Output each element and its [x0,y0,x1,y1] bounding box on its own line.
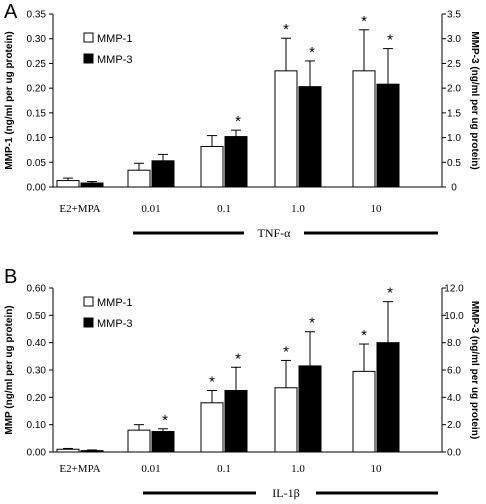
significance-asterisk: * [235,113,241,130]
significance-asterisk: * [209,374,215,391]
y-axis-label-right: MMP-3 (ng/ml per ug protein) [469,31,480,169]
legend-swatch [83,53,94,64]
y-tick-label-right: 0 [451,183,457,194]
panel-label: A [4,1,18,23]
y-axis-label-left: MMP-1 (ng/ml per ug protein) [4,31,15,169]
y-tick-label-left: 0.10 [27,133,47,144]
x-tick-label: E2+MPA [59,203,100,215]
legend-swatch [83,296,94,307]
y-tick-label-right: 10.0 [444,311,464,322]
significance-asterisk: * [309,315,315,332]
x-tick-label: 1.0 [291,463,305,475]
bar-mmp1 [56,448,80,453]
x-tick-label: 10 [371,463,383,475]
significance-asterisk: * [361,13,367,30]
bar-mmp1 [127,169,151,188]
y-tick-label-left: 0.00 [27,448,47,459]
y-tick-label-left: 0.05 [27,158,47,169]
x-tick-label: E2+MPA [59,463,100,475]
legend-label: MMP-3 [97,318,132,330]
significance-asterisk: * [387,285,393,302]
x-tick-label: 0.1 [217,463,231,475]
legend-label: MMP-1 [97,297,132,309]
bar-mmp1 [274,387,298,453]
bar-mmp3 [376,342,400,453]
bar-mmp3 [298,365,322,453]
y-axis-label-right: MMP-3 (ng/ml per ug protein) [469,301,480,439]
bar-mmp3 [151,160,175,188]
legend: MMP-1 MMP-3 [83,296,132,330]
y-tick-label-left: 0.35 [27,10,47,21]
legend: MMP-1 MMP-3 [83,32,132,66]
y-tick-label-left: 0.20 [27,393,47,404]
legend-label: MMP-1 [97,33,132,45]
y-tick-label-left: 0.60 [27,284,47,295]
y-tick-label-right: 0.0 [447,448,461,459]
treatment-label: IL-1β [272,486,299,500]
y-tick-label-right: 4.0 [447,393,461,404]
y-tick-label-left: 0.40 [27,338,47,349]
significance-asterisk: * [235,350,241,367]
significance-asterisk: * [309,44,315,61]
y-tick-label-left: 0.15 [27,108,47,119]
legend-swatch [83,32,94,43]
x-tick-label: 0.01 [141,463,160,475]
bar-mmp3 [151,431,175,453]
x-tick-label: 0.1 [217,203,231,215]
bar-mmp3 [298,86,322,188]
y-tick-label-left: 0.10 [27,420,47,431]
y-tick-label-right: 6.0 [447,366,461,377]
legend-label: MMP-3 [97,54,132,66]
panel-label: B [4,266,17,288]
y-tick-label-right: 1.5 [447,108,461,119]
y-tick-label-right: 3.5 [447,10,461,21]
bar-mmp1 [274,70,298,188]
y-tick-label-left: 0.25 [27,59,47,70]
y-tick-label-right: 8.0 [447,338,461,349]
bar-mmp3 [80,182,104,188]
x-tick-label: 0.01 [141,203,160,215]
y-tick-label-left: 0.20 [27,84,47,95]
y-tick-label-right: 2.5 [447,59,461,70]
significance-asterisk: * [283,21,289,38]
bar-mmp1 [352,370,376,453]
bar-mmp3 [224,390,248,453]
legend-swatch [83,317,94,328]
chart-panel-b: B 0.00 0.10 0.20 0.30 0.40 0.50 0.60 0.0 2.0 4.0 6.… [4,266,480,500]
treatment-label: TNF-α [258,226,292,240]
bar-mmp3 [224,136,248,188]
chart-panel-a: A 0.00 0.05 0.10 0.15 0.20 0.25 0.30 0.35 0 0.5 1.0… [4,1,480,240]
significance-asterisk: * [387,32,393,49]
y-tick-label-right: 2.0 [447,420,461,431]
y-tick-label-right: 0.5 [447,158,461,169]
x-tick-label: 1.0 [291,203,305,215]
significance-asterisk: * [162,412,168,429]
significance-asterisk: * [361,327,367,344]
y-tick-label-right: 12.0 [444,284,464,295]
bar-mmp1 [200,145,224,188]
y-tick-label-right: 3.0 [447,34,461,45]
bar-mmp1 [200,402,224,453]
bar-mmp1 [352,70,376,188]
y-tick-label-left: 0.50 [27,311,47,322]
y-tick-label-left: 0.00 [27,183,47,194]
bar-mmp3 [80,450,104,453]
bar-mmp3 [376,83,400,188]
bar-mmp1 [127,429,151,453]
y-tick-label-left: 0.30 [27,366,47,377]
x-tick-label: 10 [371,203,383,215]
significance-asterisk: * [283,343,289,360]
y-tick-label-right: 1.0 [447,133,461,144]
y-tick-label-left: 0.30 [27,34,47,45]
y-tick-label-right: 2.0 [447,84,461,95]
y-axis-label-left: MMP (ng/ml per ug protein) [4,305,15,434]
bar-mmp1 [56,180,80,188]
